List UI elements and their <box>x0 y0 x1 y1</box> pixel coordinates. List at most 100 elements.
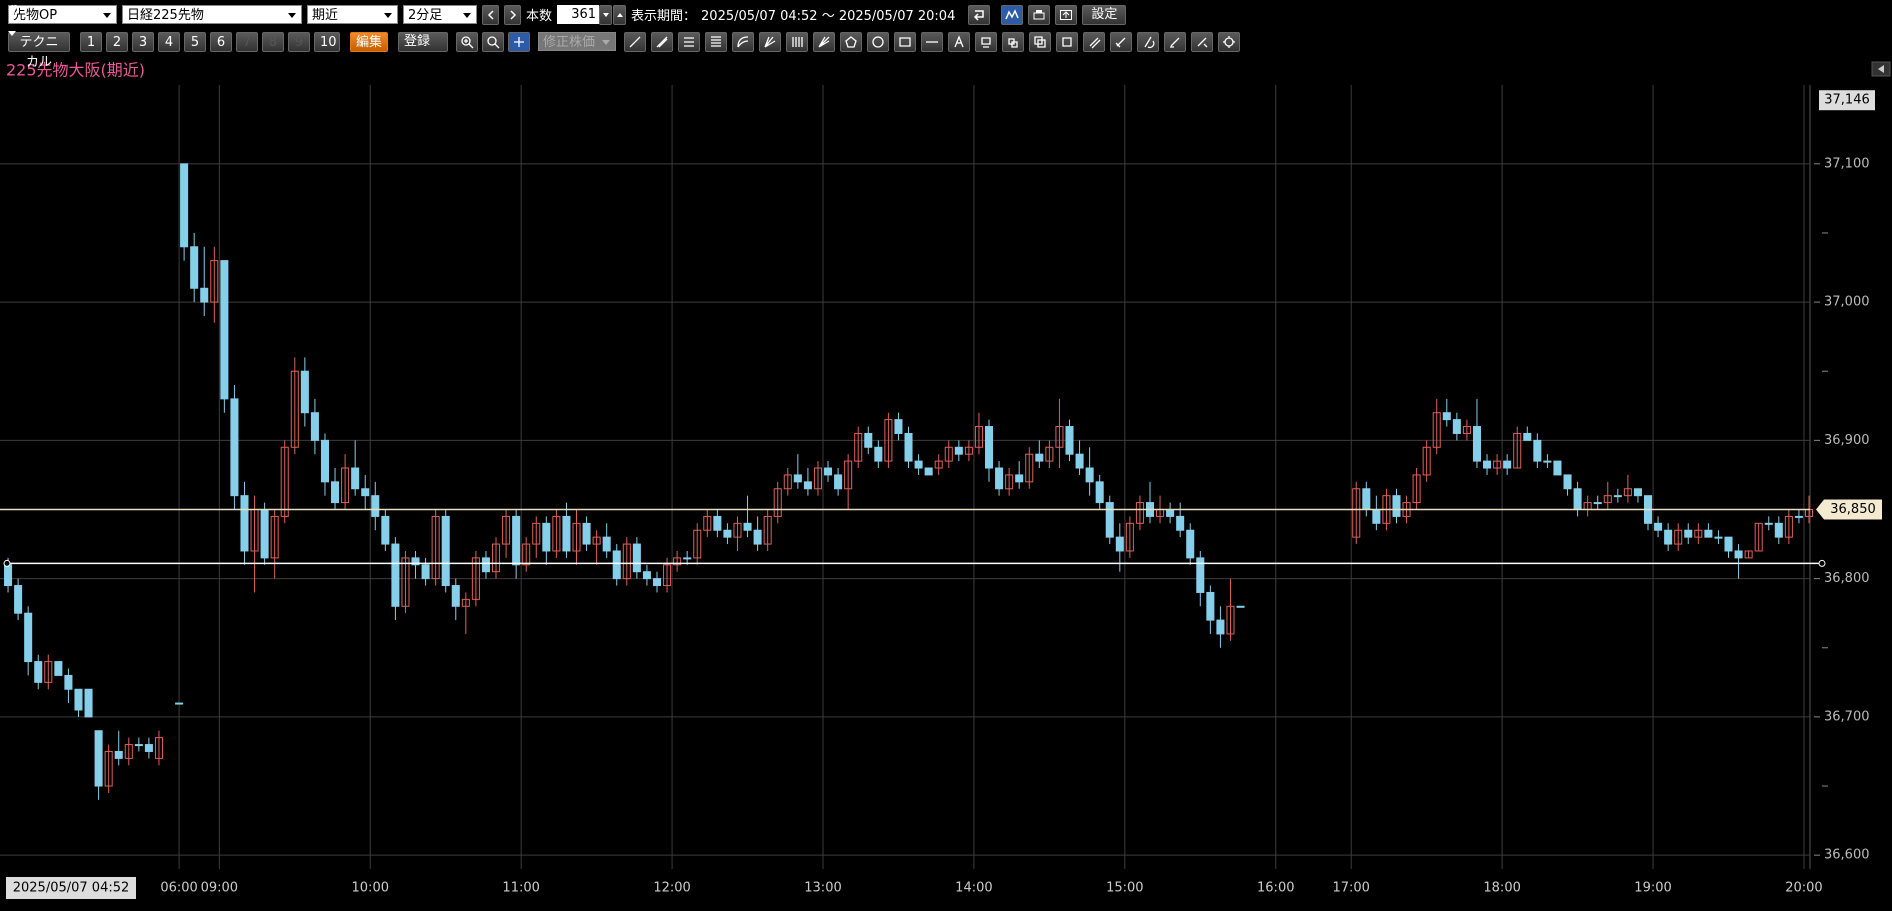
candle-body <box>1452 419 1461 434</box>
tool-icon[interactable] <box>651 31 673 52</box>
tool-icon[interactable] <box>1164 31 1186 52</box>
tool-icon[interactable] <box>786 31 808 52</box>
settings-label: 設定 <box>1091 6 1118 22</box>
number-button[interactable]: 9 <box>288 31 310 52</box>
candle-body <box>1442 412 1451 421</box>
period: 2025/05/07 04:52 ～ 2025/05/07 20:04 <box>701 9 956 24</box>
tool-glyph <box>954 34 964 47</box>
tool-glyph <box>1144 36 1155 48</box>
contract-select[interactable]: 期近 <box>307 5 398 24</box>
tool-icon[interactable] <box>813 31 835 52</box>
tool-glyph <box>845 35 857 48</box>
candle-body <box>723 529 732 538</box>
tool-icon[interactable] <box>1056 31 1078 52</box>
number-button[interactable]: 3 <box>132 31 154 52</box>
reset-button[interactable] <box>968 4 991 25</box>
symbol-select[interactable]: 日経225先物 <box>122 5 302 24</box>
technical-button[interactable]: テクニカル <box>8 31 70 70</box>
tool-icon[interactable] <box>705 31 727 52</box>
candle-body <box>1503 460 1512 469</box>
number-button[interactable]: 4 <box>158 31 180 52</box>
market-select[interactable]: 先物OP <box>8 5 117 24</box>
candle-body <box>481 557 490 573</box>
candle-body <box>44 661 53 683</box>
prev-button[interactable] <box>482 4 499 25</box>
number-button[interactable]: 8 <box>262 31 284 52</box>
candle-body <box>1613 495 1622 498</box>
tool-icon[interactable] <box>508 31 530 52</box>
candle-body <box>1784 515 1793 538</box>
current-price-box <box>1816 499 1882 520</box>
number-button[interactable]: 7 <box>236 31 258 52</box>
number-button[interactable]: 5 <box>184 31 206 52</box>
next-button[interactable] <box>504 4 521 25</box>
number-button[interactable]: 2 <box>106 31 128 52</box>
count-up[interactable] <box>613 4 627 25</box>
tool-icon[interactable] <box>975 31 997 52</box>
count-down[interactable] <box>599 4 613 25</box>
count-input[interactable]: 361 <box>557 5 600 24</box>
candle-body <box>280 446 289 517</box>
glyph-path <box>629 36 641 47</box>
tool-icon[interactable] <box>456 31 478 52</box>
tool-icon[interactable] <box>732 31 754 52</box>
number-button[interactable]: 6 <box>210 31 232 52</box>
tool-icon[interactable] <box>894 31 916 52</box>
candle-body <box>612 550 621 580</box>
tool-icon[interactable] <box>1002 31 1024 52</box>
x-tick-label: 19:00 <box>1634 881 1671 896</box>
tool-icon[interactable] <box>1218 31 1240 52</box>
tool-icon[interactable] <box>840 31 862 52</box>
tool-glyph <box>1008 37 1018 48</box>
number-button[interactable]: 1 <box>80 31 102 52</box>
candle-body <box>401 557 410 607</box>
candle-body <box>441 515 450 587</box>
export-button[interactable] <box>1055 4 1078 25</box>
tool-icon[interactable] <box>624 31 646 52</box>
glyph-path <box>872 35 884 48</box>
candle-body <box>1472 426 1481 462</box>
candle-body <box>1005 474 1014 490</box>
candle-body <box>632 543 641 573</box>
candle-body <box>1216 619 1225 635</box>
candle-body <box>1623 488 1632 497</box>
tool-icon[interactable] <box>678 31 700 52</box>
candle-body <box>1513 432 1522 469</box>
tool-icon[interactable] <box>867 31 889 52</box>
candle-body <box>124 744 133 759</box>
edit-button[interactable]: 編集 <box>350 31 388 52</box>
interval-select[interactable]: 2分足 <box>403 5 477 24</box>
settings-button[interactable]: 設定 <box>8 4 1127 25</box>
chart-mode-button[interactable] <box>1001 4 1024 25</box>
candle-body <box>1015 474 1024 483</box>
tool-glyph <box>1034 35 1046 48</box>
tool-icon[interactable] <box>1083 31 1105 52</box>
tool-icon[interactable] <box>921 31 943 52</box>
tool-icon[interactable] <box>1137 31 1159 52</box>
tool-icon[interactable] <box>948 31 970 52</box>
candle-body <box>813 467 822 490</box>
print-button[interactable] <box>1028 4 1051 25</box>
glyph-path <box>487 35 500 48</box>
register-label: 登録 <box>404 33 431 49</box>
candle-body <box>713 515 722 531</box>
number-button[interactable]: 10 <box>314 31 340 52</box>
candle-body <box>34 661 43 683</box>
candle-body <box>431 515 440 580</box>
glyph-path <box>764 36 776 48</box>
tool-icon[interactable] <box>1110 31 1132 52</box>
candle-body <box>1664 529 1673 545</box>
candle-body <box>924 467 933 476</box>
adjusted-select[interactable]: 修正株価 <box>538 32 616 51</box>
tool-icon[interactable] <box>759 31 781 52</box>
tool-icon[interactable] <box>1191 31 1213 52</box>
glyph-path <box>684 36 694 47</box>
glyph-path <box>954 34 964 47</box>
tool-icon[interactable] <box>482 31 504 52</box>
register-button[interactable]: 登録 <box>8 31 448 52</box>
candle-body <box>84 688 93 718</box>
tool-icon[interactable] <box>1029 31 1051 52</box>
candle-body <box>14 585 23 614</box>
glyph-path <box>1223 35 1235 48</box>
candle-body <box>602 536 611 552</box>
